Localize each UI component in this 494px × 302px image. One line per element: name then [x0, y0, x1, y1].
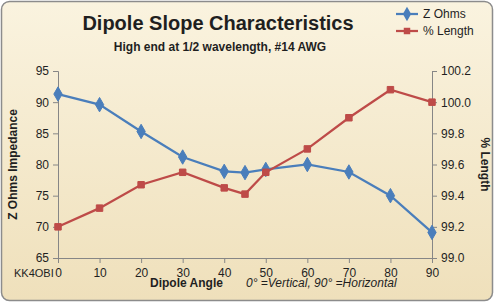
- tick: 90: [426, 258, 440, 280]
- tick-label: 99.0: [441, 251, 465, 265]
- marker: [179, 150, 187, 164]
- tick-label: 100.0: [441, 96, 471, 110]
- tick-label: 99.8: [441, 127, 465, 141]
- tick: 99.4: [432, 189, 465, 203]
- marker: [241, 165, 249, 179]
- marker: [179, 169, 185, 175]
- marker: [386, 188, 394, 202]
- marker: [345, 165, 353, 179]
- legend-marker: [403, 7, 411, 21]
- legend-label: % Length: [423, 24, 474, 38]
- legend-item: Z Ohms: [396, 7, 466, 21]
- marker: [220, 164, 228, 178]
- tick-label: 100.2: [441, 64, 471, 78]
- marker: [95, 97, 103, 111]
- tick: 20: [135, 258, 149, 280]
- tick-mark: [349, 258, 350, 263]
- tick-mark: [266, 258, 267, 263]
- tick: 99.8: [432, 127, 465, 141]
- tick: 95: [36, 64, 58, 78]
- chart: Dipole Slope Characteristics High end at …: [0, 0, 494, 302]
- tick-label: 90: [36, 96, 50, 110]
- tick-mark: [53, 133, 58, 134]
- tick-mark: [390, 258, 391, 263]
- y2-axis: 99.0 99.2 99.4 99.6 99.8 100.0 100.2: [432, 64, 471, 265]
- tick-mark: [53, 165, 58, 166]
- tick: 99.2: [432, 220, 465, 234]
- title: Dipole Slope Characteristics: [82, 12, 353, 34]
- tick: 99.6: [432, 158, 465, 172]
- legend: Z Ohms % Length: [396, 7, 474, 38]
- tick-mark: [53, 258, 58, 259]
- y-axis-title: Z Ohms Impedance: [6, 109, 20, 220]
- y2-axis-title: % Length: [478, 138, 492, 192]
- tick: 85: [36, 127, 58, 141]
- marker: [54, 87, 62, 101]
- marker: [387, 86, 393, 92]
- tick: 0: [55, 258, 62, 280]
- tick-mark: [432, 165, 437, 166]
- tick-mark: [53, 71, 58, 72]
- tick-mark: [432, 133, 437, 134]
- axis-line: [59, 259, 433, 264]
- tick-label: 80: [36, 158, 50, 172]
- tick-label: 20: [135, 266, 149, 280]
- annotation: 0° =Vertical, 90° =Horizontal: [246, 276, 397, 290]
- tick-label: 90: [426, 266, 440, 280]
- marker: [263, 169, 269, 175]
- tick-label: 70: [36, 220, 50, 234]
- tick-label: 10: [93, 266, 107, 280]
- marker: [96, 205, 102, 211]
- annotation: KK4OBI: [14, 267, 54, 279]
- tick: 90: [36, 96, 58, 110]
- tick: 65: [36, 251, 58, 265]
- tick-label: 95: [36, 64, 50, 78]
- tick: 10: [93, 258, 107, 280]
- legend-marker: [404, 28, 410, 34]
- marker: [138, 182, 144, 188]
- tick-mark: [183, 258, 184, 263]
- tick: 99.0: [432, 251, 465, 265]
- marker: [137, 124, 145, 138]
- subtitle: High end at 1/2 wavelength, #14 AWG: [114, 40, 326, 54]
- tick-mark: [432, 71, 437, 72]
- plot-area: [54, 86, 436, 239]
- tick: 80: [36, 158, 58, 172]
- tick-label: 99.2: [441, 220, 465, 234]
- tick-mark: [224, 258, 225, 263]
- legend-item: % Length: [396, 24, 474, 38]
- tick: 100.0: [432, 96, 471, 110]
- x-axis-title: Dipole Angle: [150, 276, 223, 290]
- tick-mark: [432, 258, 437, 259]
- marker: [242, 191, 248, 197]
- marker: [55, 224, 61, 230]
- tick-mark: [53, 102, 58, 103]
- marker: [303, 157, 311, 171]
- tick-label: 99.4: [441, 189, 465, 203]
- marker: [428, 225, 436, 239]
- series-line: [58, 94, 432, 232]
- tick-mark: [53, 196, 58, 197]
- marker: [262, 162, 270, 176]
- tick-label: 85: [36, 127, 50, 141]
- marker: [346, 115, 352, 121]
- background: [2, 2, 493, 301]
- tick: 100.2: [432, 64, 471, 78]
- tick-label: 65: [36, 251, 50, 265]
- tick-mark: [100, 258, 101, 263]
- tick-mark: [432, 196, 437, 197]
- marker: [429, 99, 435, 105]
- marker: [304, 146, 310, 152]
- tick-label: 0: [55, 266, 62, 280]
- tick-label: 99.6: [441, 158, 465, 172]
- series-line: [58, 90, 432, 227]
- legend-label: Z Ohms: [423, 7, 466, 21]
- marker: [221, 185, 227, 191]
- tick-mark: [141, 258, 142, 263]
- tick: 75: [36, 189, 58, 203]
- tick-mark: [307, 258, 308, 263]
- tick-label: 75: [36, 189, 50, 203]
